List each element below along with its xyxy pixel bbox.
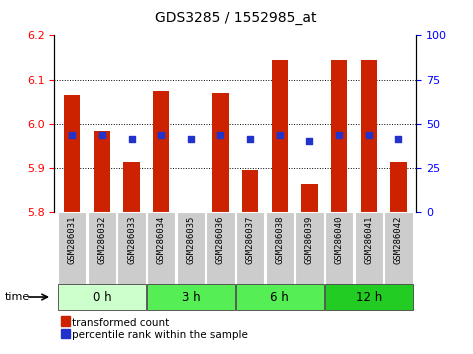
Text: GSM286039: GSM286039 xyxy=(305,215,314,264)
Bar xyxy=(58,212,86,285)
Bar xyxy=(153,91,169,212)
Text: 3 h: 3 h xyxy=(182,291,200,303)
Text: GSM286037: GSM286037 xyxy=(245,215,254,264)
Point xyxy=(69,132,76,138)
Text: GSM286033: GSM286033 xyxy=(127,215,136,264)
Text: GSM286041: GSM286041 xyxy=(364,215,373,264)
Bar xyxy=(177,212,205,285)
Text: 12 h: 12 h xyxy=(356,291,382,303)
Bar xyxy=(242,170,258,212)
Text: GDS3285 / 1552985_at: GDS3285 / 1552985_at xyxy=(155,11,316,25)
Text: GSM286036: GSM286036 xyxy=(216,215,225,264)
Point xyxy=(158,132,165,138)
Bar xyxy=(301,184,318,212)
Text: GSM286042: GSM286042 xyxy=(394,215,403,264)
Text: 0 h: 0 h xyxy=(93,291,111,303)
Point xyxy=(187,137,194,142)
Point xyxy=(128,137,135,142)
Bar xyxy=(385,212,412,285)
Point xyxy=(335,132,343,138)
Text: GSM286038: GSM286038 xyxy=(275,215,284,264)
Bar xyxy=(88,212,116,285)
Point xyxy=(365,132,373,138)
Bar xyxy=(117,212,146,285)
Bar xyxy=(236,212,264,285)
Point xyxy=(246,137,254,142)
Bar xyxy=(355,212,383,285)
Bar xyxy=(360,60,377,212)
Point xyxy=(306,138,313,144)
Bar xyxy=(331,60,347,212)
Bar xyxy=(390,161,407,212)
Point xyxy=(394,137,402,142)
Text: GSM286035: GSM286035 xyxy=(186,215,195,264)
Legend: transformed count, percentile rank within the sample: transformed count, percentile rank withi… xyxy=(60,317,249,341)
Bar xyxy=(236,284,324,310)
Text: time: time xyxy=(5,292,30,302)
Bar xyxy=(64,95,80,212)
Text: GSM286031: GSM286031 xyxy=(68,215,77,264)
Bar xyxy=(123,161,140,212)
Bar xyxy=(147,284,235,310)
Bar xyxy=(266,212,294,285)
Bar xyxy=(212,93,228,212)
Bar xyxy=(325,212,353,285)
Text: GSM286032: GSM286032 xyxy=(97,215,106,264)
Point xyxy=(217,132,224,138)
Point xyxy=(276,132,284,138)
Bar xyxy=(272,60,288,212)
Bar xyxy=(94,131,110,212)
Text: 6 h: 6 h xyxy=(271,291,289,303)
Text: GSM286040: GSM286040 xyxy=(334,215,343,264)
Bar xyxy=(58,284,146,310)
Text: GSM286034: GSM286034 xyxy=(157,215,166,264)
Bar xyxy=(295,212,324,285)
Point xyxy=(98,132,105,138)
Bar xyxy=(147,212,175,285)
Bar xyxy=(325,284,412,310)
Bar xyxy=(206,212,235,285)
